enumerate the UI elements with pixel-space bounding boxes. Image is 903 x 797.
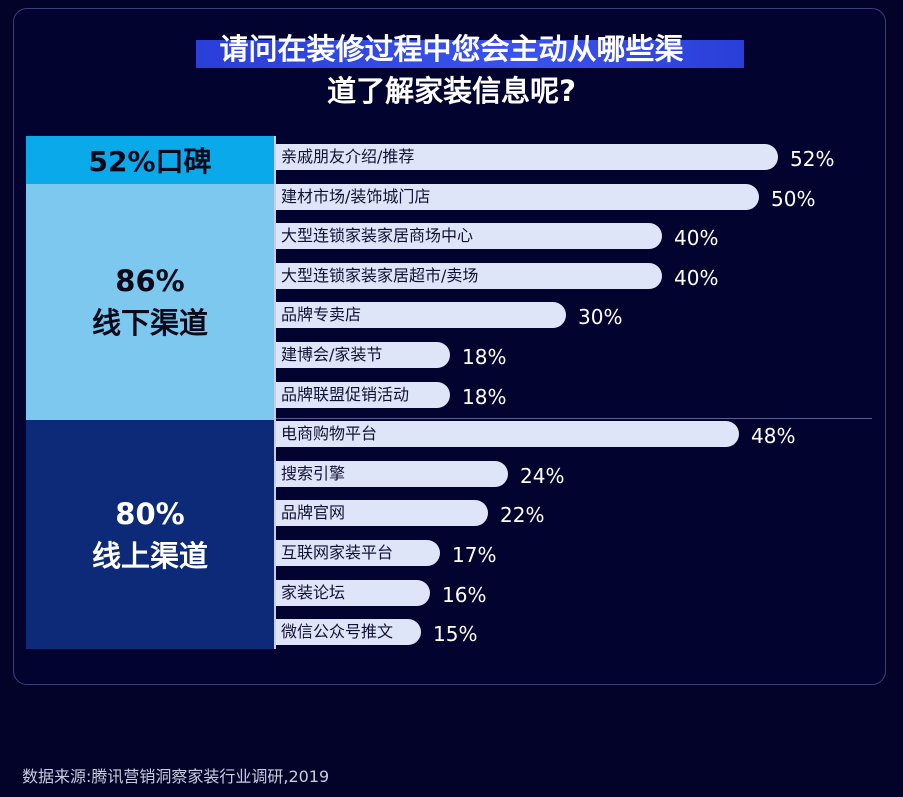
- bar-value-label: 17%: [452, 543, 497, 567]
- bar-category-label: 微信公众号推文: [281, 622, 394, 641]
- bar-value-label: 22%: [500, 503, 545, 527]
- group-panel-word-of-mouth: 52%口碑: [26, 136, 274, 184]
- bar-value-label: 50%: [771, 187, 816, 211]
- bar-category-label: 亲戚朋友介绍/推荐: [281, 147, 415, 166]
- bar: [276, 461, 508, 487]
- group-label-word-of-mouth: 52%口碑: [88, 145, 212, 178]
- offline-online-divider: [276, 418, 872, 419]
- bar-category-label: 品牌官网: [281, 503, 346, 522]
- bar: [276, 500, 488, 526]
- group-label-online: 线上渠道: [91, 538, 208, 573]
- bar-value-label: 24%: [520, 464, 565, 488]
- bar: [276, 302, 566, 328]
- bar-category-label: 品牌联盟促销活动: [281, 385, 410, 404]
- chart-title: 请问在装修过程中您会主动从哪些渠 道了解家装信息呢?: [0, 28, 903, 112]
- bar-value-label: 30%: [578, 305, 623, 329]
- bar-category-label: 大型连锁家装家居超市/卖场: [281, 266, 479, 285]
- bar-category-label: 建博会/家装节: [281, 345, 383, 364]
- bar-value-label: 52%: [790, 147, 835, 171]
- bar-value-label: 40%: [674, 226, 719, 250]
- chart-title-line-2: 道了解家装信息呢?: [327, 74, 576, 108]
- bar-value-label: 40%: [674, 266, 719, 290]
- group-panel-offline: 86% 线下渠道: [26, 184, 274, 420]
- bar: [276, 342, 450, 368]
- bar: [276, 144, 778, 170]
- bar-category-label: 建材市场/装饰城门店: [281, 187, 431, 206]
- bar: [276, 184, 759, 210]
- bar-value-label: 48%: [751, 424, 796, 448]
- bar-category-label: 电商购物平台: [281, 424, 378, 443]
- source-note: 数据来源:腾讯营销洞察家装行业调研,2019: [22, 767, 330, 786]
- group-label-offline: 线下渠道: [91, 306, 208, 340]
- bar-value-label: 18%: [462, 385, 507, 409]
- bar: [276, 580, 430, 606]
- bar-category-label: 大型连锁家装家居商场中心: [281, 226, 474, 245]
- bar: [276, 619, 421, 645]
- bar: [276, 540, 440, 566]
- bar-category-label: 搜索引擎: [281, 464, 346, 483]
- bar: [276, 421, 739, 447]
- bar: [276, 223, 662, 249]
- bar-value-label: 18%: [462, 345, 507, 369]
- bar-value-label: 16%: [442, 583, 487, 607]
- group-pct-offline: 86%: [115, 264, 185, 298]
- title-highlight: [196, 40, 744, 68]
- group-pct-online: 80%: [115, 496, 185, 531]
- bar: [276, 263, 662, 289]
- bar: [276, 382, 450, 408]
- chart-title-line-1: 请问在装修过程中您会主动从哪些渠: [219, 32, 684, 66]
- bar-axis-line: [274, 136, 276, 649]
- bar-category-label: 家装论坛: [281, 583, 346, 602]
- bar-value-label: 15%: [433, 622, 478, 646]
- group-panel-online: 80% 线上渠道: [26, 420, 274, 649]
- bar-category-label: 品牌专卖店: [281, 305, 362, 324]
- bar-category-label: 互联网家装平台: [281, 543, 394, 562]
